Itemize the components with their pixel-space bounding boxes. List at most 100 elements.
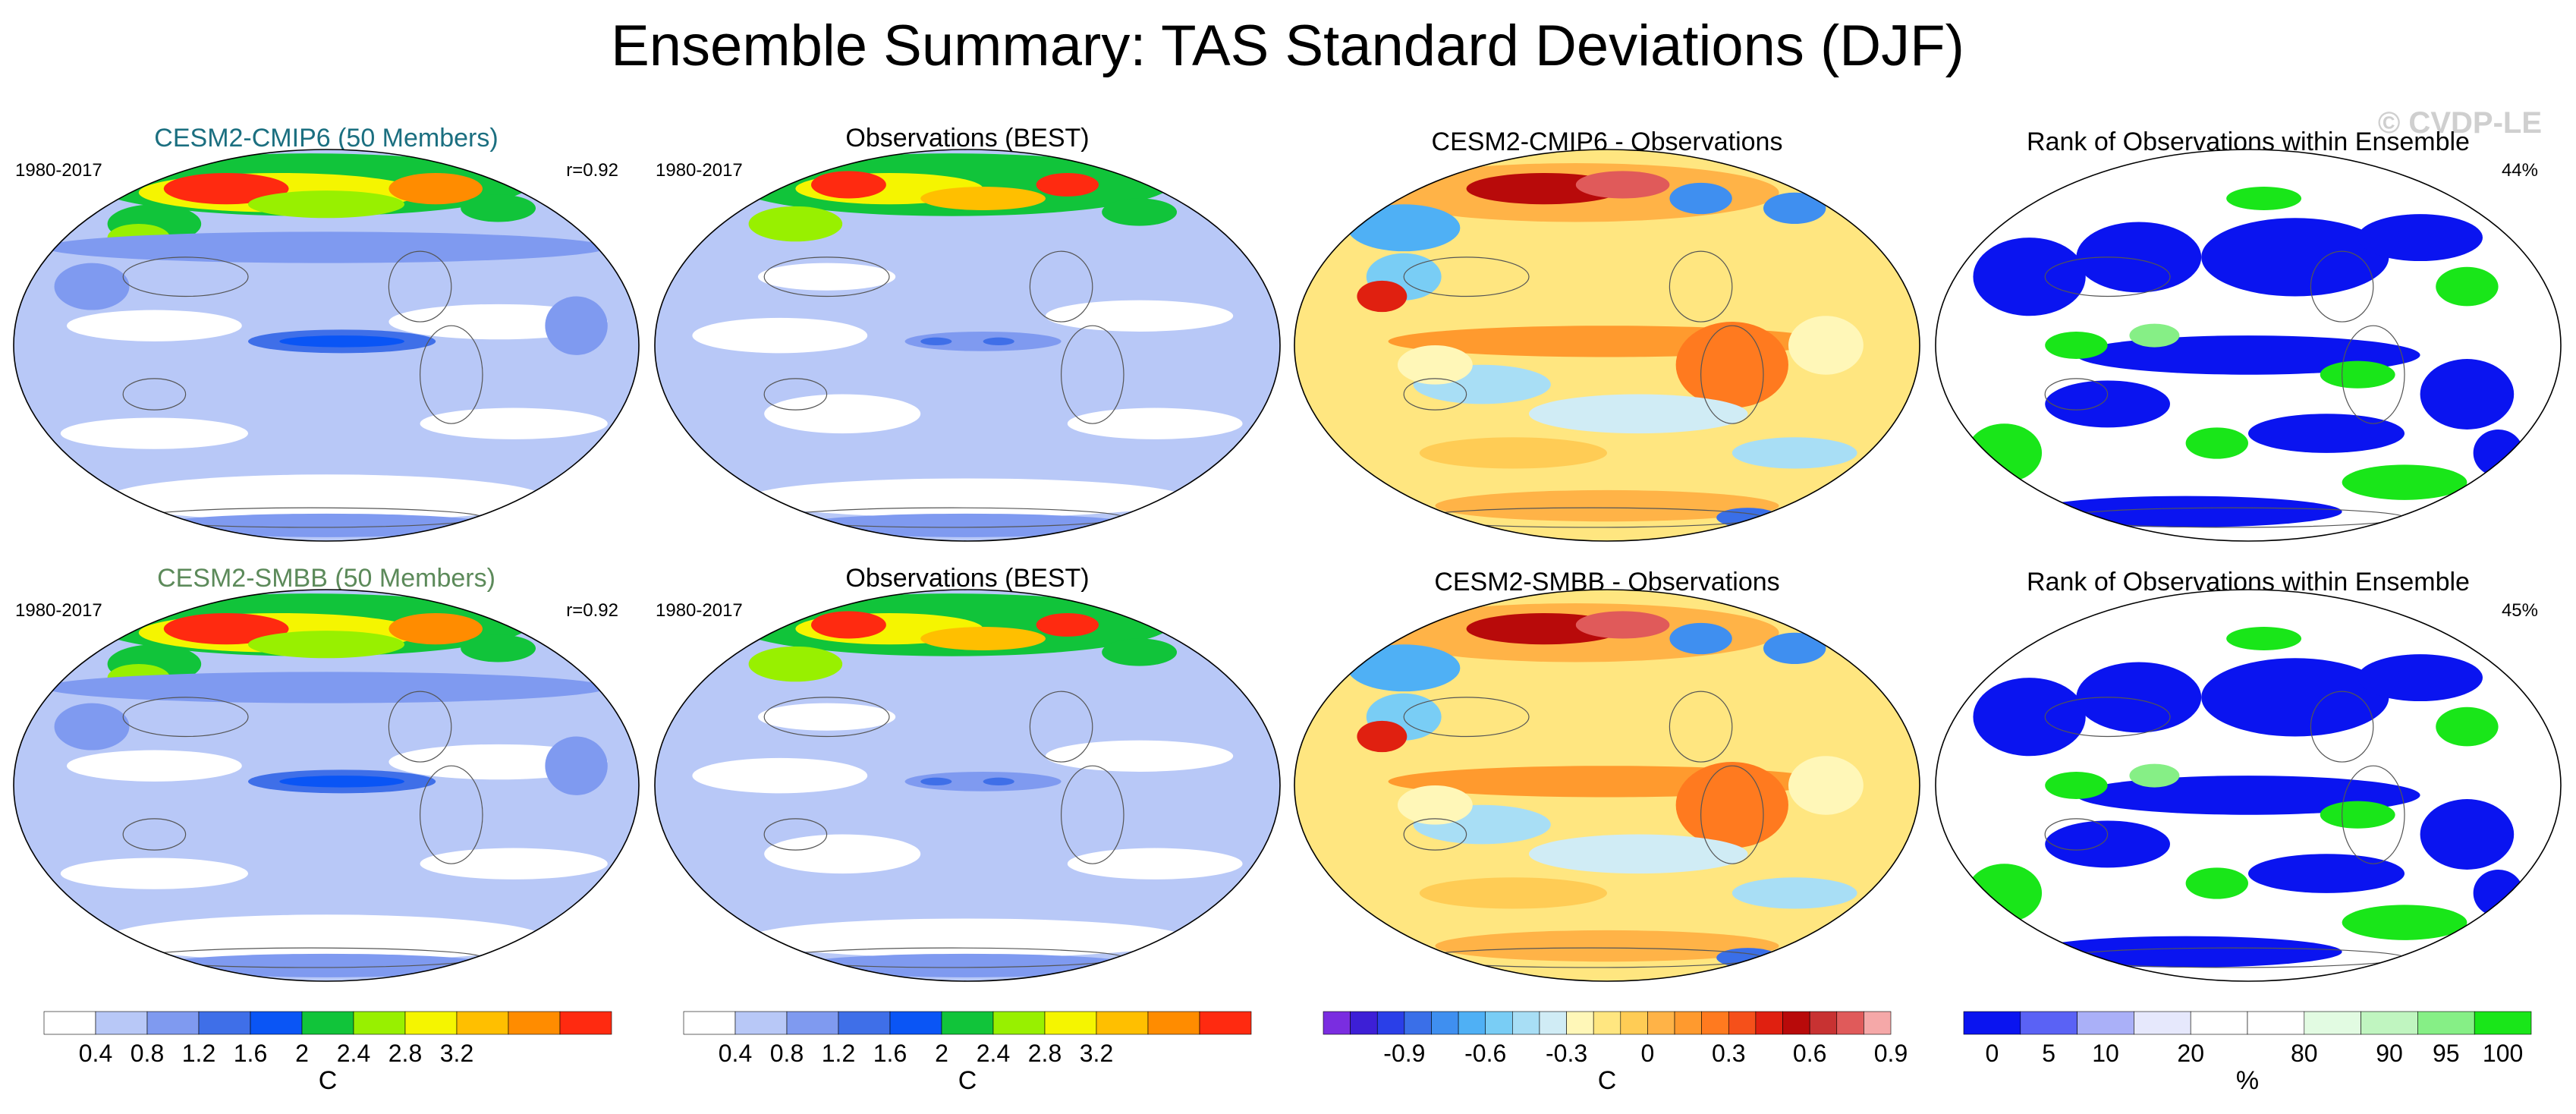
globe-map-rank bbox=[1935, 589, 2562, 982]
colorbar-swatch bbox=[1404, 1011, 1432, 1035]
map-field-region bbox=[1973, 238, 2086, 316]
map-field-region bbox=[1036, 612, 1099, 637]
colorbar-tick-label: 0.9 bbox=[1874, 1040, 1908, 1067]
map-field-region bbox=[54, 263, 130, 310]
colorbar-swatch bbox=[941, 1011, 994, 1035]
map-field-region bbox=[983, 337, 1014, 345]
row-2: CESM2-SMBB (50 Members) 1980-2017 r=0.92… bbox=[13, 564, 2562, 982]
map-field-region bbox=[248, 190, 404, 219]
colorbar-swatch bbox=[2134, 1011, 2191, 1035]
map-field-region bbox=[1419, 877, 1607, 909]
map-field-region bbox=[2248, 854, 2405, 893]
map-field-region bbox=[154, 513, 499, 537]
map-field-region bbox=[920, 627, 1046, 650]
map-border bbox=[1294, 589, 1920, 982]
coastline bbox=[388, 691, 452, 763]
coastline bbox=[1669, 250, 1733, 323]
colorbar-swatch bbox=[1782, 1011, 1810, 1035]
correlation-label: r=0.92 bbox=[566, 160, 618, 181]
map-field-region bbox=[1529, 834, 1748, 874]
panel-title: Observations (BEST) bbox=[845, 124, 1089, 153]
map-field-region bbox=[1357, 280, 1408, 313]
map-field-region bbox=[2045, 331, 2108, 360]
panel-diff-2: CESM2-SMBB - Observations bbox=[1294, 568, 1920, 982]
map-field-region bbox=[1763, 632, 1826, 665]
colorbar-tick-label: 0 bbox=[1986, 1040, 1999, 1067]
figure-title: Ensemble Summary: TAS Standard Deviation… bbox=[611, 14, 1964, 78]
panel-rank-1: Rank of Observations within Ensemble 44% bbox=[1935, 127, 2562, 542]
watermark: © CVDP-LE bbox=[2378, 106, 2542, 140]
map-field-region bbox=[248, 631, 404, 659]
colorbar-swatch bbox=[95, 1011, 148, 1035]
rank-percent-label: 44% bbox=[2502, 160, 2538, 181]
map-field-region bbox=[60, 417, 249, 449]
map-field-region bbox=[1788, 756, 1864, 815]
coastline bbox=[2342, 325, 2405, 424]
colorbar-swatch bbox=[1485, 1011, 1513, 1035]
map-field-region bbox=[279, 335, 404, 348]
map-border bbox=[13, 149, 640, 542]
colorbar-swatch bbox=[2304, 1011, 2361, 1035]
map-field-region bbox=[1435, 930, 1779, 962]
panel-obs-2: Observations (BEST) 1980-2017 bbox=[654, 564, 1281, 982]
map-field-region bbox=[420, 848, 608, 880]
colorbar-tick-label: 2.4 bbox=[977, 1040, 1010, 1067]
map-field-region bbox=[2185, 427, 2248, 459]
colorbar-swatch bbox=[2247, 1011, 2305, 1035]
map-field-region bbox=[2436, 266, 2499, 307]
colorbar-rank: 0 5 10 20 80 90 95 100% bbox=[1963, 1011, 2532, 1095]
coastline bbox=[388, 250, 452, 323]
coastline bbox=[763, 697, 890, 738]
colorbar-swatch bbox=[1539, 1011, 1567, 1035]
colorbar-tick-label: 3.2 bbox=[440, 1040, 473, 1067]
colorbar-swatch bbox=[1431, 1011, 1459, 1035]
colorbar-swatch bbox=[1963, 1011, 2021, 1035]
coastline bbox=[1061, 765, 1124, 864]
colorbar-tick-label: 3.2 bbox=[1080, 1040, 1113, 1067]
panel-title: CESM2-CMIP6 (50 Members) bbox=[154, 124, 498, 153]
map-field-region bbox=[764, 834, 921, 874]
map-field-region bbox=[764, 394, 921, 434]
map-field-region bbox=[279, 776, 404, 788]
coastline bbox=[419, 325, 483, 424]
colorbar-swatch bbox=[1376, 1011, 1405, 1035]
map-field-region bbox=[1397, 785, 1473, 825]
map-field-region bbox=[757, 703, 896, 731]
colorbar-swatch bbox=[559, 1011, 612, 1035]
map-field-region bbox=[1575, 171, 1670, 199]
map-field-region bbox=[461, 194, 536, 222]
colorbar-swatch bbox=[2077, 1011, 2134, 1035]
map-field-region bbox=[1973, 678, 2086, 757]
map-field-region bbox=[757, 263, 896, 291]
colorbar-tick-label: 0.6 bbox=[1793, 1040, 1826, 1067]
correlation-label: r=0.92 bbox=[566, 600, 618, 621]
globe-map-diff bbox=[1294, 589, 1920, 982]
colorbar-tick-label: 1.6 bbox=[873, 1040, 907, 1067]
colorbar-swatch bbox=[1647, 1011, 1675, 1035]
globe-map-model bbox=[13, 149, 640, 542]
colorbar-swatch bbox=[838, 1011, 891, 1035]
colorbar-tick-label: 20 bbox=[2177, 1040, 2204, 1067]
colorbar-swatch bbox=[2474, 1011, 2532, 1035]
colorbar-tick-label: 90 bbox=[2376, 1040, 2403, 1067]
map-field-region bbox=[461, 634, 536, 662]
colorbar-swatch bbox=[508, 1011, 561, 1035]
period-label: 1980-2017 bbox=[15, 600, 102, 621]
colorbar-swatch bbox=[1620, 1011, 1648, 1035]
map-field-region bbox=[920, 187, 1046, 210]
map-field-region bbox=[388, 172, 483, 205]
map-field-region bbox=[1067, 408, 1243, 439]
colorbar-tick-label: -0.3 bbox=[1546, 1040, 1587, 1067]
map-field-region bbox=[163, 612, 289, 645]
colorbar-tick-label: 0 bbox=[1641, 1040, 1655, 1067]
map-field-region bbox=[1731, 437, 1857, 469]
colorbar-tick-label: 0.4 bbox=[719, 1040, 752, 1067]
map-field-region bbox=[1529, 394, 1748, 434]
panel-model-1: CESM2-CMIP6 (50 Members) 1980-2017 r=0.9… bbox=[13, 124, 640, 542]
colorbar-tick-label: 2.8 bbox=[388, 1040, 422, 1067]
map-field-region bbox=[60, 858, 249, 889]
rank-percent-label: 45% bbox=[2502, 600, 2538, 621]
coastline bbox=[1669, 691, 1733, 763]
colorbar-swatch bbox=[1199, 1011, 1252, 1035]
map-field-region bbox=[388, 612, 483, 645]
